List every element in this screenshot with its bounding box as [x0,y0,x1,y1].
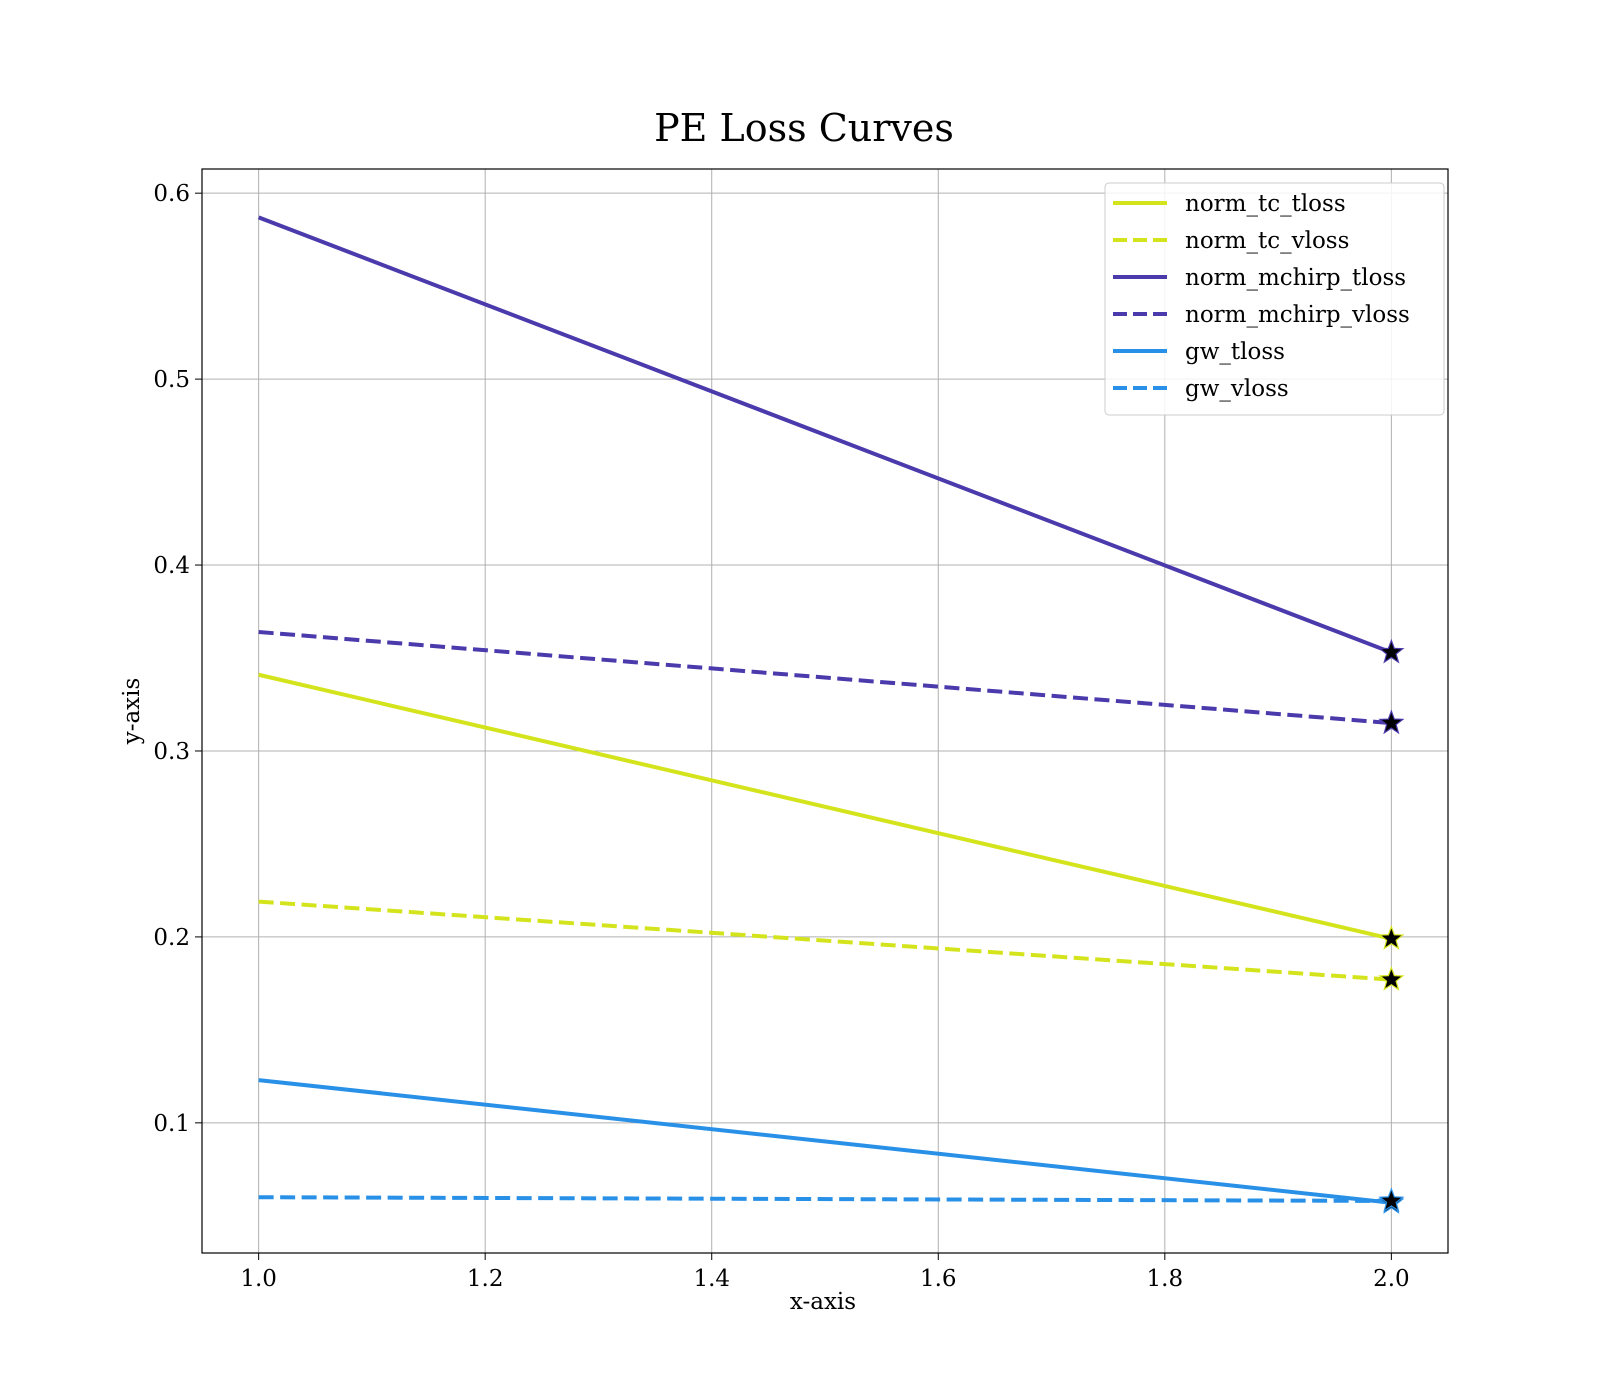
legend-item-label: gw_tloss [1185,339,1285,365]
legend-item-label: norm_tc_tloss [1185,191,1346,217]
end-marker-star [1378,709,1405,735]
x-axis-label: x-axis [790,1289,856,1315]
x-tick-label: 2.0 [1373,1266,1410,1292]
series-line-norm-mchirp-vloss [258,629,1392,726]
legend-item-label: norm_mchirp_vloss [1185,302,1410,328]
y-tick-label: 0.4 [153,553,190,579]
end-markers [1378,638,1405,1214]
axes-frame [201,168,1449,1254]
series-line-norm-tc-tloss [258,672,1392,941]
y-tick-label: 0.3 [153,739,190,765]
legend-item-label: norm_tc_vloss [1185,228,1349,254]
x-tick-label: 1.0 [240,1266,277,1292]
legend-item-label: norm_mchirp_tloss [1185,265,1406,291]
series-line-norm-tc-vloss [258,899,1392,982]
chart-title: PE Loss Curves [654,106,954,150]
y-tick-label: 0.6 [153,181,190,207]
x-tick-label: 1.8 [1147,1266,1184,1292]
y-tick-label: 0.1 [153,1111,190,1137]
end-marker-star [1378,638,1405,664]
series-line-gw-vloss [258,1195,1392,1203]
legend-item-label: gw_vloss [1185,376,1289,402]
axis-ticks: 1.0 1.2 1.4 1.6 1.8 2.0 0.1 0.2 0.3 0.4 0.5 0.6 [153,181,1409,1292]
legend: norm_tc_tloss norm_tc_vloss norm_mchirp_tl… [1104,182,1445,416]
x-tick-label: 1.4 [693,1266,730,1292]
legend-box [1104,182,1445,416]
series-line-norm-mchirp-tloss [257,215,1393,655]
series-line-gw-tloss [258,1078,1392,1205]
end-marker-star [1378,925,1405,950]
y-tick-label: 0.5 [153,367,190,393]
x-tick-label: 1.6 [920,1266,957,1292]
y-axis-label: y-axis [119,678,145,746]
plot-area [257,215,1393,1205]
end-marker-star [1378,965,1405,991]
end-marker-star [1378,1187,1405,1213]
x-tick-label: 1.2 [467,1266,504,1292]
y-tick-label: 0.2 [153,925,190,951]
